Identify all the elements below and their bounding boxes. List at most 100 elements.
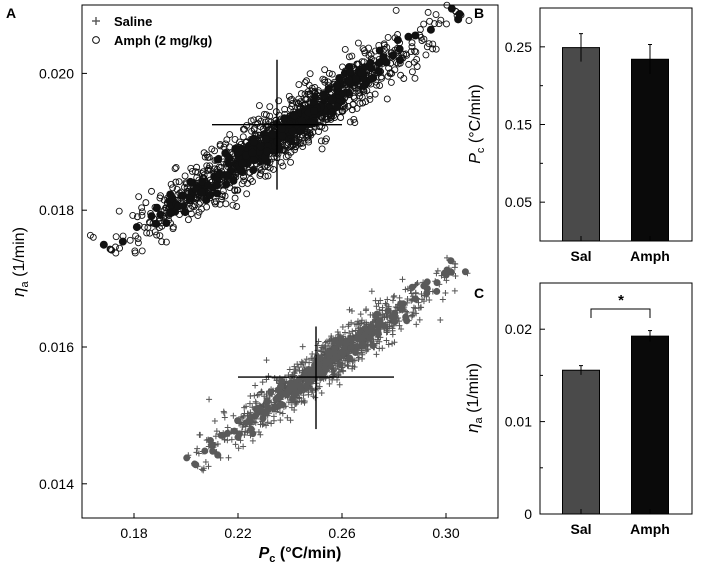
panel-b-category-label: Amph bbox=[630, 248, 670, 264]
saline-point bbox=[331, 337, 339, 345]
panel-b-ytick-label: 0.25 bbox=[505, 39, 532, 55]
panel-c-bar-sal bbox=[562, 369, 600, 515]
amph-point bbox=[187, 205, 195, 212]
amph-point bbox=[250, 126, 258, 134]
amph-point bbox=[174, 202, 183, 211]
panel-a-ytick-label: 0.014 bbox=[39, 476, 74, 492]
amph-point bbox=[351, 119, 359, 127]
saline-point bbox=[433, 270, 440, 277]
amph-point bbox=[212, 197, 220, 205]
saline-point bbox=[335, 371, 342, 378]
amph-point bbox=[140, 223, 148, 231]
amph-point bbox=[257, 166, 265, 174]
saline-point bbox=[389, 297, 396, 304]
amph-point bbox=[256, 142, 265, 151]
amph-point bbox=[148, 187, 155, 195]
amph-point bbox=[132, 232, 140, 240]
panel-b-axes: Sal Amph 0.05 0.15 0.25 bbox=[505, 39, 670, 264]
panel-a-ytick-label: 0.018 bbox=[39, 202, 74, 218]
saline-point bbox=[264, 419, 271, 426]
amph-point bbox=[321, 66, 329, 74]
saline-point bbox=[384, 296, 391, 303]
saline-point bbox=[336, 381, 343, 388]
amph-point bbox=[369, 74, 378, 83]
amph-point bbox=[181, 172, 189, 180]
saline-point bbox=[374, 320, 382, 328]
amph-point bbox=[157, 192, 164, 200]
saline-point bbox=[283, 390, 291, 398]
amph-point bbox=[129, 211, 137, 219]
saline-point bbox=[325, 342, 332, 349]
amph-point bbox=[392, 6, 400, 14]
saline-point bbox=[389, 331, 396, 338]
saline-point bbox=[372, 297, 379, 304]
amph-point bbox=[233, 186, 241, 194]
amph-point bbox=[156, 232, 164, 240]
amph-point bbox=[112, 233, 120, 241]
saline-point bbox=[234, 417, 242, 425]
amph-point bbox=[181, 208, 190, 217]
saline-point bbox=[201, 447, 209, 455]
amph-point bbox=[224, 171, 233, 180]
amph-point bbox=[205, 153, 213, 161]
saline-point bbox=[419, 296, 426, 303]
amph-point bbox=[408, 39, 416, 47]
panel-a-ytick-label: 0.016 bbox=[39, 339, 74, 355]
amph-point bbox=[108, 246, 116, 254]
amph-point bbox=[243, 122, 251, 130]
panel-c-ylabel: ηa (1/min) bbox=[463, 363, 485, 433]
amph-point bbox=[426, 25, 435, 34]
amph-point bbox=[263, 147, 272, 156]
saline-point bbox=[423, 289, 431, 297]
saline-point bbox=[354, 318, 361, 325]
panel-a-mean-crosses bbox=[212, 59, 394, 430]
amph-point bbox=[328, 70, 336, 78]
amph-point bbox=[268, 130, 277, 139]
saline-point bbox=[461, 268, 469, 276]
panel-a-points bbox=[86, 1, 473, 474]
saline-point bbox=[268, 420, 275, 427]
amph-point bbox=[213, 181, 222, 190]
saline-point bbox=[202, 459, 209, 466]
saline-point bbox=[259, 379, 266, 386]
amph-point bbox=[152, 219, 161, 228]
panel-a-axes: 0.18 0.22 0.26 0.30 0.014 0.016 0.018 0.020 bbox=[39, 65, 460, 541]
saline-point bbox=[252, 382, 259, 389]
saline-point bbox=[332, 365, 339, 372]
amph-point bbox=[204, 166, 212, 174]
amph-point bbox=[223, 136, 231, 144]
saline-point bbox=[358, 317, 365, 324]
amph-point bbox=[221, 192, 229, 200]
saline-point bbox=[398, 326, 405, 333]
saline-point bbox=[318, 348, 325, 355]
amph-point bbox=[305, 138, 313, 146]
saline-point bbox=[376, 338, 383, 345]
amph-point bbox=[288, 99, 296, 107]
saline-point bbox=[301, 398, 308, 405]
amph-point bbox=[166, 209, 175, 218]
saline-point bbox=[391, 292, 398, 299]
amph-point bbox=[383, 95, 391, 103]
amph-point bbox=[222, 200, 230, 208]
saline-point bbox=[241, 410, 248, 417]
saline-point bbox=[211, 417, 218, 424]
saline-point bbox=[369, 341, 377, 349]
amph-point bbox=[354, 39, 362, 47]
saline-point bbox=[380, 322, 388, 330]
saline-point bbox=[321, 343, 328, 350]
amph-point bbox=[304, 90, 312, 98]
saline-point bbox=[442, 289, 449, 296]
amph-point bbox=[261, 135, 270, 144]
amph-point bbox=[288, 127, 297, 136]
saline-point bbox=[258, 389, 265, 396]
amph-point bbox=[280, 115, 289, 124]
amph-point bbox=[328, 96, 337, 105]
saline-point bbox=[396, 294, 403, 301]
amph-point bbox=[283, 141, 291, 149]
amph-point bbox=[286, 105, 294, 113]
saline-point bbox=[336, 360, 344, 368]
saline-point bbox=[214, 451, 222, 459]
saline-point bbox=[243, 403, 250, 410]
amph-point bbox=[465, 17, 473, 25]
panel-c-axes: Sal Amph 0 0.01 0.02 bbox=[505, 321, 670, 537]
